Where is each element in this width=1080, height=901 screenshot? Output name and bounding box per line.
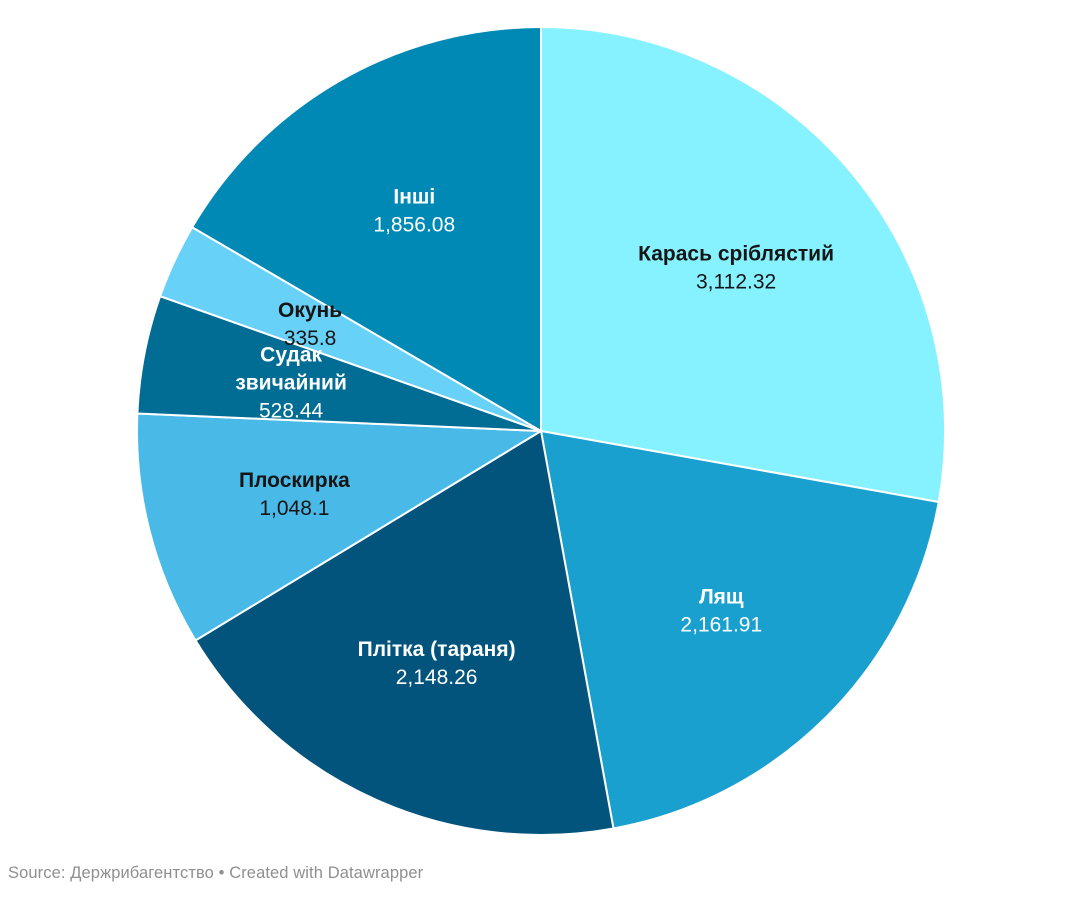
pie-slice-label-5: Окунь 335.8 [278,299,342,350]
source-text: Source: Держрибагентство • [8,864,230,882]
pie-slice-0[interactable] [540,26,946,503]
footer: Source: Держрибагентство • Created with … [8,864,423,883]
pie-slice-label-0: Карась сріблястий 3,112.32 [638,243,834,294]
pie-slice-2[interactable] [194,430,615,836]
pie-slice-6[interactable] [191,26,542,432]
pie-slice-label-6: Інші 1,856.08 [373,185,455,236]
pie-slice-label-1: Лящ 2,161.91 [680,586,762,637]
pie-slice-label-4: Судак звичайний 528.44 [235,344,347,423]
pie-slice-3[interactable] [136,412,542,642]
datawrapper-credit-link[interactable]: Created with Datawrapper [229,864,424,882]
pie-slice-label-2: Плітка (тараня) 2,148.26 [358,638,516,689]
pie-slice-label-3: Плоскирка 1,048.1 [239,469,350,520]
pie-slice-1[interactable] [540,430,940,830]
pie-chart: Карась сріблястий 3,112.32 Лящ 2,161.91 Пліт… [136,26,946,836]
